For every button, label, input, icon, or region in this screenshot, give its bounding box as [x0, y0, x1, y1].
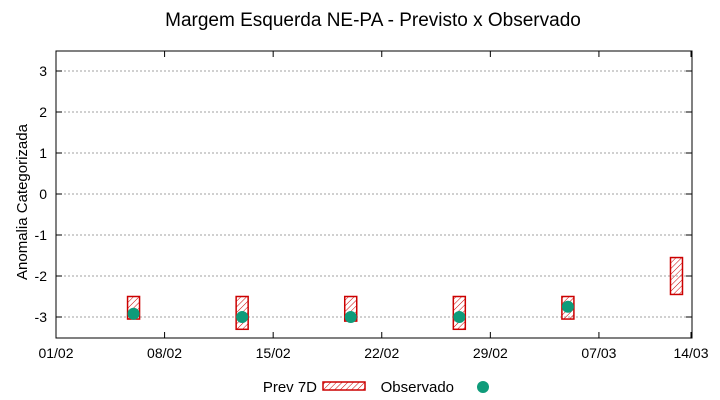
x-tick-label-2: 15/02: [256, 345, 291, 361]
legend-label-forecast: Prev 7D: [263, 379, 317, 396]
y-tick-labels: 3 2 1 0 -1 -2 -3: [35, 63, 48, 325]
y-tick-label-6: -3: [35, 309, 48, 325]
x-tick-label-4: 29/02: [473, 345, 508, 361]
x-tick-label-1: 08/02: [147, 345, 182, 361]
x-tick-label-0: 01/02: [38, 345, 73, 361]
y-tick-label-1: 2: [39, 104, 47, 120]
y-tick-label-5: -2: [35, 268, 48, 284]
legend-label-observed: Observado: [381, 379, 454, 396]
x-tick-label-6: 14/03: [673, 345, 708, 361]
forecast-box-5: [669, 256, 684, 296]
legend-swatch-forecast: [322, 381, 366, 391]
x-tick-labels: 01/02 08/02 15/02 22/02 29/02 07/03 14/03: [38, 345, 708, 361]
observed-point-1: [236, 311, 249, 323]
observed-point-2: [344, 311, 357, 323]
y-axis-label: Anomalia Categorizada: [14, 123, 31, 280]
observed-series: [127, 300, 574, 323]
legend-swatch-observed: [477, 381, 489, 393]
plot-border: [55, 50, 693, 339]
x-tick-label-5: 07/03: [581, 345, 616, 361]
observed-point-0: [127, 307, 140, 320]
grid-lines: [56, 70, 692, 318]
y-tick-label-4: -1: [35, 227, 48, 243]
chart-title: Margem Esquerda NE-PA - Previsto x Obser…: [165, 10, 581, 31]
observed-point-3: [453, 311, 466, 323]
y-tick-label-0: 3: [39, 63, 47, 79]
forecast-series: [126, 256, 684, 331]
legend: Prev 7D Observado: [263, 379, 489, 396]
x-tick-label-3: 22/02: [364, 345, 399, 361]
y-tick-label-3: 0: [39, 186, 47, 202]
observed-point-4: [561, 300, 574, 313]
y-tick-label-2: 1: [39, 145, 47, 161]
